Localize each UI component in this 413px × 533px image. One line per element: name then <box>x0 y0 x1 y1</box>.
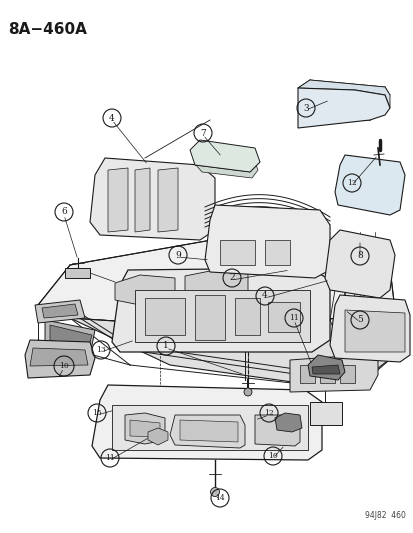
Polygon shape <box>108 168 128 232</box>
Polygon shape <box>264 240 289 265</box>
Text: 15: 15 <box>92 409 102 417</box>
Polygon shape <box>115 275 175 305</box>
Text: 14: 14 <box>215 494 224 502</box>
Text: 7: 7 <box>199 128 205 138</box>
Polygon shape <box>297 80 389 108</box>
Polygon shape <box>130 420 159 437</box>
Text: 4: 4 <box>261 292 267 301</box>
Polygon shape <box>92 385 321 460</box>
Polygon shape <box>299 365 314 383</box>
Polygon shape <box>307 355 344 380</box>
Polygon shape <box>145 298 185 335</box>
Polygon shape <box>112 268 329 352</box>
Polygon shape <box>180 420 237 442</box>
Text: 9: 9 <box>175 251 180 260</box>
Polygon shape <box>65 268 90 278</box>
Polygon shape <box>289 355 377 392</box>
Polygon shape <box>274 413 301 432</box>
Text: 8A−460A: 8A−460A <box>8 22 87 37</box>
Polygon shape <box>42 304 78 318</box>
Polygon shape <box>309 402 341 425</box>
Circle shape <box>243 388 252 396</box>
Polygon shape <box>158 168 178 232</box>
Polygon shape <box>45 320 95 355</box>
Text: 12: 12 <box>263 409 273 417</box>
Text: 10: 10 <box>59 362 69 370</box>
Polygon shape <box>267 302 299 332</box>
Polygon shape <box>219 240 254 265</box>
Polygon shape <box>135 290 309 342</box>
Polygon shape <box>38 235 394 330</box>
Text: 1: 1 <box>163 342 169 351</box>
Polygon shape <box>324 230 394 298</box>
Polygon shape <box>319 365 334 383</box>
Text: 5: 5 <box>356 316 362 325</box>
Polygon shape <box>190 140 259 172</box>
Polygon shape <box>170 415 244 448</box>
Polygon shape <box>334 155 404 215</box>
Polygon shape <box>30 348 88 366</box>
Text: 12: 12 <box>346 179 356 187</box>
Polygon shape <box>38 305 394 390</box>
Text: 11: 11 <box>288 314 298 322</box>
Text: 3: 3 <box>302 103 308 112</box>
Polygon shape <box>25 340 95 378</box>
Text: 4: 4 <box>109 114 114 123</box>
Polygon shape <box>35 300 85 323</box>
Polygon shape <box>329 295 409 362</box>
Text: 94J82  460: 94J82 460 <box>364 511 405 520</box>
Polygon shape <box>254 415 299 446</box>
Polygon shape <box>112 405 307 450</box>
Polygon shape <box>135 168 150 232</box>
Circle shape <box>210 488 219 497</box>
Text: 2: 2 <box>229 273 234 282</box>
Text: 11: 11 <box>105 454 114 462</box>
Polygon shape <box>297 88 389 128</box>
Text: 10: 10 <box>268 452 277 460</box>
Polygon shape <box>339 365 354 383</box>
Polygon shape <box>50 325 92 350</box>
Polygon shape <box>125 413 165 444</box>
Polygon shape <box>147 428 168 445</box>
Polygon shape <box>311 365 339 374</box>
Polygon shape <box>90 158 214 240</box>
Polygon shape <box>195 295 224 340</box>
Polygon shape <box>195 162 259 178</box>
Text: 6: 6 <box>61 207 67 216</box>
Polygon shape <box>235 298 259 335</box>
Text: 8: 8 <box>356 252 362 261</box>
Polygon shape <box>204 205 329 278</box>
Text: 13: 13 <box>96 346 106 354</box>
Polygon shape <box>344 310 404 352</box>
Polygon shape <box>185 270 247 300</box>
